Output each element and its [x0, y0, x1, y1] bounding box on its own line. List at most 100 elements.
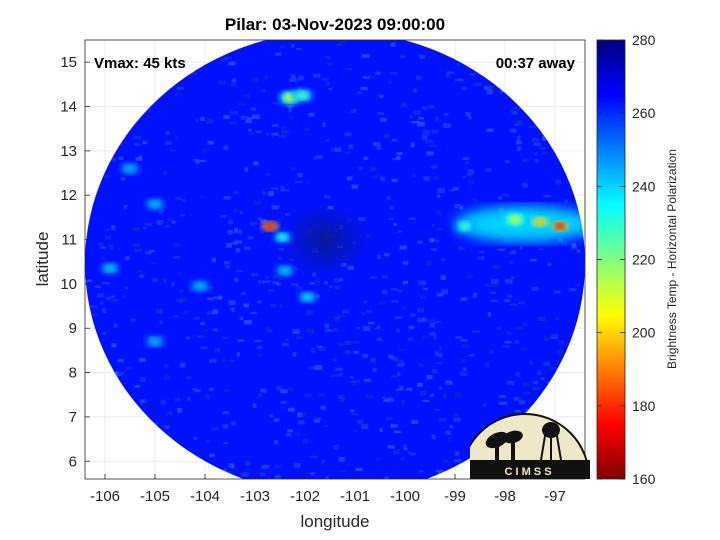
- texture-speck: [521, 158, 529, 163]
- texture-speck: [325, 476, 329, 479]
- texture-speck: [506, 380, 515, 385]
- texture-speck: [543, 361, 550, 366]
- texture-speck: [382, 396, 387, 399]
- texture-speck: [167, 218, 173, 222]
- texture-speck: [118, 371, 125, 376]
- texture-speck: [361, 312, 366, 316]
- texture-speck: [268, 289, 275, 292]
- y-tick-label: 8: [69, 365, 77, 382]
- texture-speck: [292, 352, 297, 357]
- texture-speck: [315, 155, 323, 159]
- texture-speck: [514, 410, 521, 413]
- texture-speck: [517, 397, 522, 401]
- texture-speck: [280, 188, 289, 192]
- texture-speck: [380, 176, 385, 181]
- texture-speck: [518, 399, 526, 405]
- texture-speck: [398, 348, 405, 351]
- texture-speck: [431, 369, 437, 374]
- texture-speck: [411, 120, 420, 124]
- texture-speck: [306, 181, 310, 184]
- texture-speck: [415, 75, 422, 81]
- texture-speck: [268, 414, 274, 418]
- texture-speck: [309, 472, 315, 476]
- texture-speck: [174, 92, 182, 96]
- texture-speck: [408, 451, 412, 455]
- texture-speck: [224, 261, 230, 265]
- texture-speck: [438, 417, 447, 422]
- texture-speck: [401, 399, 406, 405]
- x-tick-label: -104: [190, 488, 220, 505]
- texture-speck: [133, 226, 141, 231]
- y-tick-label: 14: [60, 99, 77, 116]
- texture-speck: [509, 251, 515, 255]
- texture-speck: [267, 191, 275, 196]
- texture-speck: [350, 109, 357, 113]
- texture-speck: [286, 104, 295, 108]
- texture-speck: [261, 464, 270, 470]
- texture-speck: [396, 152, 403, 156]
- texture-speck: [448, 189, 456, 192]
- texture-speck: [498, 394, 506, 399]
- texture-speck: [99, 246, 106, 249]
- texture-speck: [326, 81, 330, 86]
- texture-speck: [139, 357, 146, 362]
- texture-speck: [431, 436, 437, 440]
- texture-speck: [522, 391, 531, 395]
- texture-speck: [575, 284, 580, 287]
- texture-speck: [265, 275, 269, 280]
- texture-speck: [543, 336, 551, 342]
- texture-speck: [320, 460, 326, 464]
- texture-speck: [516, 135, 521, 141]
- texture-speck: [479, 250, 485, 254]
- texture-speck: [363, 156, 369, 161]
- texture-speck: [420, 295, 426, 299]
- texture-speck: [278, 257, 283, 260]
- texture-speck: [426, 151, 434, 156]
- convective-cell: [104, 264, 116, 273]
- texture-speck: [378, 95, 384, 99]
- texture-speck: [179, 289, 183, 293]
- texture-speck: [240, 115, 248, 120]
- colorbar: 160 180 200 220 240 260 280 Brightness Temp - …: [596, 32, 679, 487]
- x-tick-label: -98: [494, 488, 516, 505]
- texture-speck: [556, 350, 564, 355]
- texture-speck: [383, 476, 389, 479]
- texture-speck: [205, 394, 211, 399]
- texture-speck: [209, 453, 216, 458]
- texture-speck: [164, 425, 170, 429]
- texture-speck: [289, 73, 296, 78]
- cimss-logo-text: C I M S S: [504, 466, 551, 478]
- texture-speck: [195, 118, 199, 123]
- texture-speck: [392, 158, 401, 161]
- texture-speck: [297, 420, 305, 425]
- texture-speck: [435, 210, 442, 216]
- texture-speck: [122, 295, 126, 298]
- texture-speck: [425, 140, 434, 144]
- texture-speck: [228, 300, 236, 306]
- texture-speck: [460, 297, 468, 301]
- texture-speck: [405, 387, 413, 391]
- texture-speck: [212, 309, 219, 315]
- texture-speck: [500, 88, 504, 94]
- texture-speck: [223, 389, 232, 392]
- texture-speck: [533, 142, 541, 146]
- texture-speck: [379, 427, 383, 433]
- texture-speck: [477, 256, 485, 261]
- texture-speck: [250, 107, 257, 111]
- texture-speck: [333, 444, 340, 450]
- texture-speck: [543, 195, 552, 198]
- texture-speck: [373, 142, 381, 147]
- texture-speck: [490, 299, 498, 303]
- texture-speck: [266, 173, 270, 177]
- texture-speck: [460, 338, 468, 342]
- texture-speck: [111, 343, 117, 348]
- texture-speck: [380, 117, 388, 122]
- texture-speck: [183, 310, 190, 314]
- texture-speck: [104, 235, 111, 240]
- texture-speck: [467, 169, 475, 174]
- texture-speck: [376, 146, 382, 150]
- texture-speck: [276, 385, 283, 391]
- texture-speck: [134, 248, 143, 253]
- texture-speck: [462, 367, 467, 372]
- texture-speck: [297, 412, 303, 418]
